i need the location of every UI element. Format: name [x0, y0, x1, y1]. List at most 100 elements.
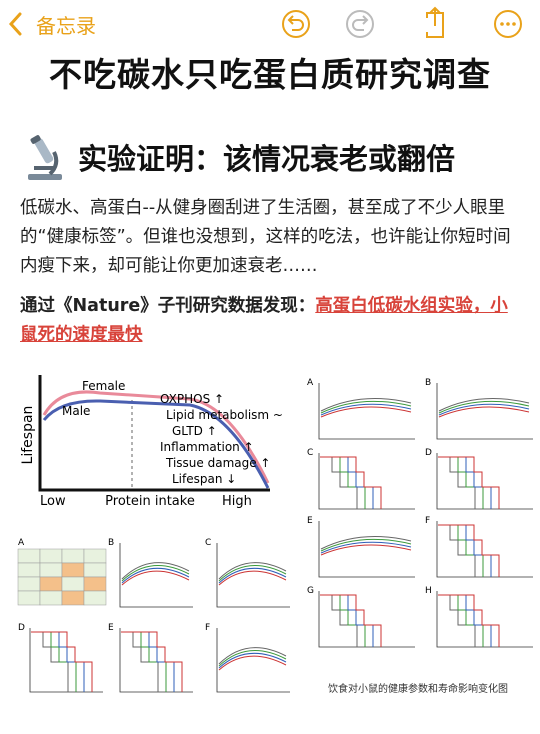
nav-icons	[8, 6, 522, 38]
panel-curve	[218, 567, 287, 584]
male-label: Male	[62, 404, 90, 418]
y-axis-label: Lifespan	[20, 406, 36, 465]
panel-curve	[121, 567, 190, 584]
panel-curve	[320, 400, 412, 414]
male-curve	[42, 399, 270, 489]
table-cell	[61, 576, 85, 592]
finding-lead: 通过《Nature》子刊研究数据发现：	[20, 296, 316, 316]
x-low: Low	[40, 494, 66, 509]
female-curve	[42, 390, 270, 484]
x-label: Protein intake	[105, 494, 195, 509]
panel-curve	[320, 456, 382, 509]
table-cell	[61, 548, 85, 564]
section-heading: 实验证明：该情况衰老或翻倍	[78, 142, 456, 176]
panel-letter: B	[108, 538, 114, 548]
panel-axes	[436, 383, 533, 440]
table-cell	[61, 590, 85, 606]
panel-curve	[438, 524, 500, 577]
panel-letter: E	[108, 623, 114, 633]
table-cell	[83, 562, 107, 578]
panel-letter: F	[205, 623, 210, 633]
table-cell	[83, 590, 107, 606]
panel-axes	[119, 628, 193, 693]
panel-axes	[318, 383, 415, 440]
panel-letter: B	[425, 378, 431, 388]
panel-curve	[218, 652, 287, 669]
panel-axes	[436, 591, 533, 648]
panel-curve	[218, 562, 287, 580]
panel-letter: A	[307, 378, 314, 388]
panel-axes	[216, 628, 290, 693]
panel-curve	[438, 400, 530, 414]
panel-letter: D	[18, 623, 25, 633]
panel-curve	[320, 403, 412, 416]
more-icon[interactable]	[494, 10, 522, 38]
panel-letter: C	[307, 448, 313, 458]
table-cell	[17, 562, 41, 578]
panel-curve	[218, 650, 287, 667]
panel-curve	[121, 562, 190, 580]
panel-curve	[218, 565, 287, 582]
share-icon[interactable]	[426, 6, 444, 38]
panel-axes	[436, 453, 533, 510]
panel-letter: C	[205, 538, 211, 548]
panel-letter: D	[425, 448, 432, 458]
redo-icon[interactable]	[346, 10, 374, 38]
effect-label: Lifespan ↓	[172, 472, 236, 486]
table-cell	[39, 548, 63, 564]
panel-curve	[218, 655, 287, 671]
panel-curve	[320, 536, 412, 550]
panel-axes	[436, 521, 533, 578]
panel-curve	[31, 631, 93, 692]
table-cell	[17, 548, 41, 564]
axes	[38, 375, 270, 492]
panel-letter: G	[307, 586, 314, 596]
panel-curve	[438, 594, 500, 647]
table-cell	[83, 576, 107, 592]
back-label[interactable]: 备忘录	[36, 14, 96, 38]
panel-axes	[216, 543, 290, 608]
panel-curve	[320, 538, 412, 552]
panel-curve	[218, 647, 287, 665]
back-arrow[interactable]	[8, 12, 22, 36]
finding-highlight: 高蛋白低碳水组实验，小鼠死的速度最快	[20, 296, 508, 345]
effect-label: OXPHOS ↑	[160, 392, 224, 406]
table-cell	[39, 562, 63, 578]
panel-letter: E	[307, 516, 313, 526]
female-label: Female	[82, 379, 125, 393]
panel-curve	[218, 570, 287, 586]
panel-letter: A	[18, 538, 25, 548]
effect-label: Tissue damage ↑	[165, 456, 270, 470]
table-cell	[17, 576, 41, 592]
paragraph: 低碳水、高蛋白--从健身圈刮进了生活圈，甚至成了不少人眼里的“健康标签”。但谁也…	[20, 198, 511, 276]
panel-curve	[121, 570, 190, 586]
table-cell	[17, 590, 41, 606]
panel-curve	[320, 544, 412, 556]
note-title: 不吃碳水只吃蛋白质研究调查	[49, 55, 491, 94]
panel-curve	[320, 406, 412, 418]
x-high: High	[222, 494, 252, 509]
table-cell	[61, 562, 85, 578]
panel-curve	[438, 398, 530, 412]
panel-curve	[121, 631, 183, 692]
effect-label: Inflammation ↑	[160, 440, 254, 454]
nav-bar: 备忘录	[0, 0, 540, 48]
table-cell	[39, 590, 63, 606]
panel-axes	[318, 453, 415, 510]
panel-curve	[438, 456, 500, 509]
panel-axes	[318, 521, 415, 578]
effect-label: Lipid metabolism ~	[166, 408, 283, 422]
finding: 通过《Nature》子刊研究数据发现：高蛋白低碳水组实验，小鼠死的速度最快	[20, 292, 520, 350]
panel-letter: H	[425, 586, 432, 596]
table-cell	[39, 576, 63, 592]
panel-axes	[119, 543, 193, 608]
panel-curve	[438, 406, 530, 418]
figure: Female Male Lifespan Low Protein intake High O…	[0, 365, 540, 734]
caption: 饮食对小鼠的健康参数和寿命影响变化图	[328, 682, 508, 695]
panel-curve	[320, 594, 382, 647]
undo-icon[interactable]	[282, 10, 310, 38]
panel-letter: F	[425, 516, 430, 526]
panel-curve	[320, 398, 412, 412]
panel-axes	[29, 628, 103, 693]
